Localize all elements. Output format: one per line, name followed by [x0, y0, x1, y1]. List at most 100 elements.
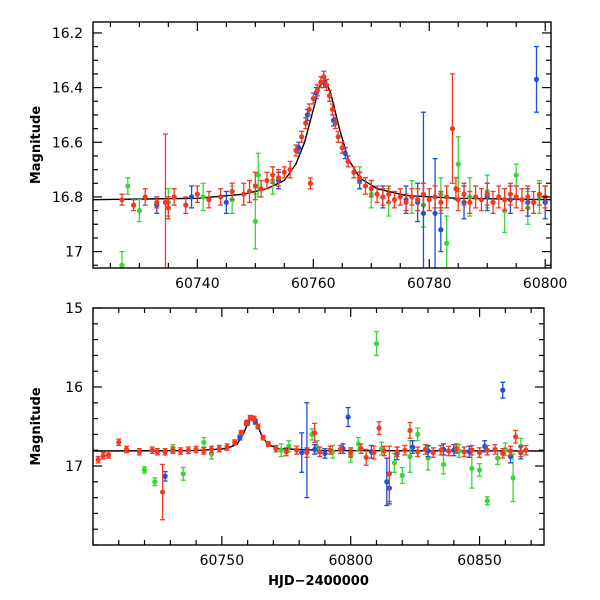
data-point	[455, 197, 461, 203]
data-point	[490, 199, 496, 205]
bottom-panel-full-lightcurve: 60750 60800 60850 15 16 17 Magnitude HJD−240000…	[29, 301, 545, 589]
data-point	[513, 194, 519, 200]
data-point	[484, 498, 490, 504]
x-tick-label: 60850	[457, 553, 502, 569]
data-point	[513, 434, 519, 440]
data-point	[322, 450, 328, 456]
data-point	[502, 197, 508, 203]
data-point	[193, 446, 199, 453]
data-point	[310, 95, 316, 102]
data-point	[525, 194, 531, 200]
data-point	[407, 453, 413, 460]
data-point	[455, 161, 461, 167]
data-point	[324, 82, 330, 88]
data-point	[461, 449, 467, 455]
data-point	[446, 448, 452, 454]
data-point	[391, 197, 398, 203]
data-point	[399, 472, 405, 479]
data-point	[123, 446, 130, 453]
data-point	[500, 387, 506, 393]
data-point	[484, 191, 490, 197]
data-point	[495, 455, 501, 461]
data-point	[507, 191, 514, 197]
data-point	[523, 447, 529, 453]
data-point	[337, 446, 344, 453]
data-point	[368, 186, 374, 192]
data-point	[149, 447, 155, 453]
data-point	[420, 191, 427, 197]
data-point	[154, 449, 161, 455]
data-point	[224, 444, 230, 450]
data-point	[363, 454, 369, 460]
data-point	[171, 194, 177, 200]
data-point	[223, 199, 229, 205]
data-point	[201, 448, 207, 454]
data-point	[317, 449, 323, 455]
y-tick-label: 16.6	[52, 135, 83, 151]
data-point	[264, 177, 270, 184]
data-point	[444, 194, 450, 200]
data-point	[130, 202, 137, 208]
data-point	[329, 106, 336, 113]
y-tick-label: 15	[65, 301, 83, 317]
data-point	[116, 439, 122, 445]
data-point	[251, 416, 257, 422]
data-layer	[93, 45, 551, 268]
data-point	[258, 186, 264, 192]
data-point	[318, 79, 324, 85]
data-point	[273, 446, 279, 452]
data-point	[299, 134, 305, 140]
data-point	[438, 447, 444, 453]
data-point	[409, 194, 415, 200]
data-point	[162, 473, 168, 479]
data-point	[467, 199, 473, 205]
data-point	[432, 210, 438, 216]
x-axis-label: HJD−2400000	[268, 574, 369, 589]
data-point	[510, 475, 516, 481]
data-point	[165, 205, 171, 211]
data-point	[355, 441, 362, 447]
data-point	[407, 427, 413, 434]
y-tick-label: 16.2	[52, 26, 83, 42]
data-point	[159, 489, 166, 495]
data-point	[312, 446, 318, 453]
data-point	[444, 240, 450, 246]
data-point	[415, 431, 421, 437]
data-point	[178, 448, 184, 454]
data-point	[170, 447, 176, 453]
data-point	[386, 471, 392, 477]
data-point	[374, 191, 380, 197]
data-point	[358, 446, 364, 452]
data-point	[303, 120, 309, 126]
data-point	[339, 145, 345, 151]
data-point	[403, 199, 409, 205]
data-point	[496, 194, 502, 200]
data-point	[183, 202, 189, 208]
data-point	[237, 434, 243, 441]
data-point	[332, 120, 338, 126]
data-point	[246, 188, 253, 195]
data-point	[136, 208, 142, 214]
data-point	[348, 449, 354, 456]
data-point	[142, 194, 148, 200]
data-point	[314, 87, 320, 93]
data-point	[476, 449, 483, 456]
data-point	[345, 158, 351, 164]
data-point	[105, 452, 112, 458]
data-point	[275, 175, 282, 181]
data-point	[208, 446, 215, 453]
y-tick-label: 16.8	[52, 190, 83, 206]
data-point	[461, 191, 467, 197]
data-point	[415, 449, 421, 455]
data-point	[278, 447, 284, 453]
top-panel-zoom-lightcurve: 60740 60760 60780 60800 16.2 16.4 16.6 16.8 17 Ma…	[29, 21, 567, 292]
data-point	[201, 439, 207, 445]
data-point	[376, 425, 382, 431]
data-point	[327, 447, 333, 453]
y-axis-label: Magnitude	[29, 106, 44, 185]
data-point	[371, 449, 377, 456]
data-point	[362, 183, 369, 189]
data-point	[533, 76, 540, 82]
data-point	[265, 441, 271, 447]
data-point	[409, 444, 416, 450]
